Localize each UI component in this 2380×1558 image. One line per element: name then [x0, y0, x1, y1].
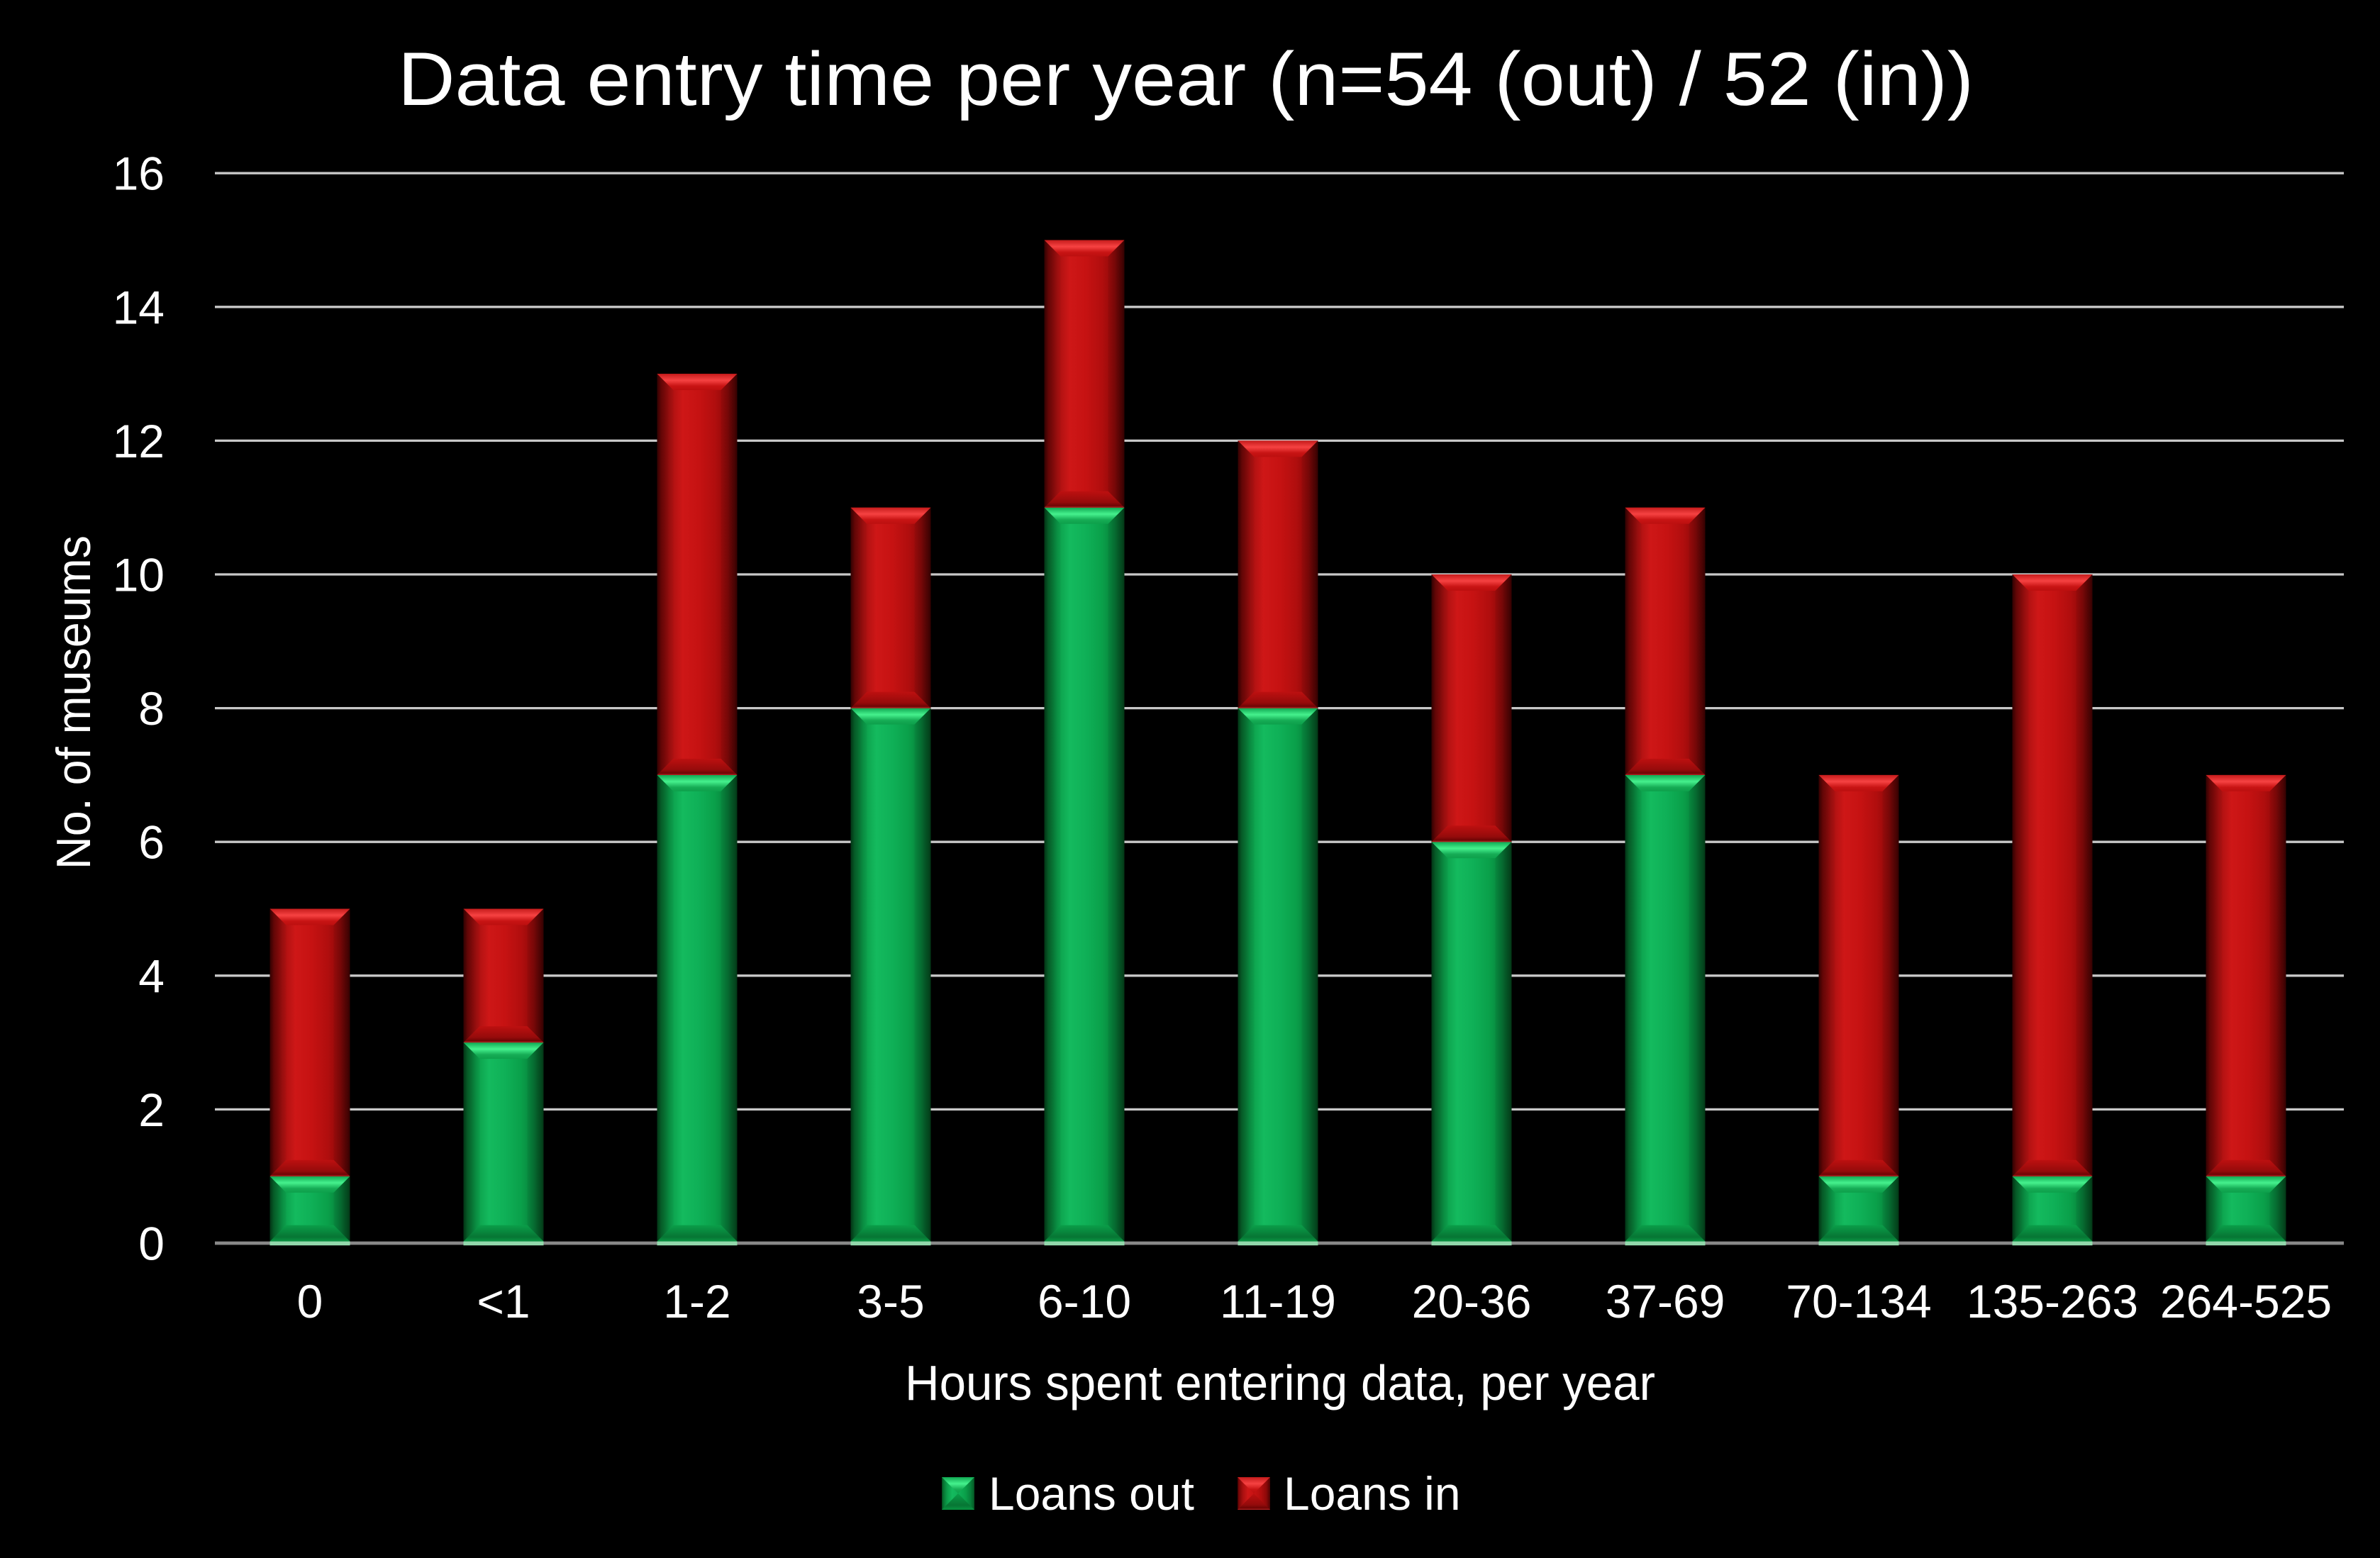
svg-text:135-263: 135-263 — [1967, 1275, 2138, 1328]
svg-text:12: 12 — [113, 415, 165, 467]
svg-text:0: 0 — [138, 1218, 165, 1270]
svg-text:20-36: 20-36 — [1412, 1275, 1532, 1328]
svg-text:3-5: 3-5 — [857, 1275, 924, 1328]
svg-text:No. of museums: No. of museums — [47, 535, 101, 869]
svg-text:8: 8 — [138, 682, 165, 735]
svg-text:Hours spent entering data, per: Hours spent entering data, per year — [905, 1355, 1655, 1410]
svg-text:6: 6 — [138, 816, 165, 869]
svg-text:37-69: 37-69 — [1606, 1275, 1725, 1328]
svg-text:Data entry time per year (n=54: Data entry time per year (n=54 (out) / 5… — [398, 36, 1974, 121]
svg-text:10: 10 — [113, 549, 165, 601]
svg-text:1-2: 1-2 — [663, 1275, 730, 1328]
svg-text:6-10: 6-10 — [1038, 1275, 1131, 1328]
svg-text:70-134: 70-134 — [1786, 1275, 1932, 1328]
svg-text:16: 16 — [113, 148, 165, 200]
svg-text:Loans out: Loans out — [989, 1467, 1194, 1520]
svg-text:2: 2 — [138, 1084, 165, 1136]
svg-text:<1: <1 — [477, 1275, 530, 1328]
svg-text:4: 4 — [138, 950, 165, 1002]
svg-text:14: 14 — [113, 281, 165, 333]
svg-text:264-525: 264-525 — [2160, 1275, 2332, 1328]
svg-text:0: 0 — [297, 1275, 323, 1328]
svg-text:Loans in: Loans in — [1284, 1467, 1461, 1520]
svg-text:11-19: 11-19 — [1220, 1275, 1336, 1328]
